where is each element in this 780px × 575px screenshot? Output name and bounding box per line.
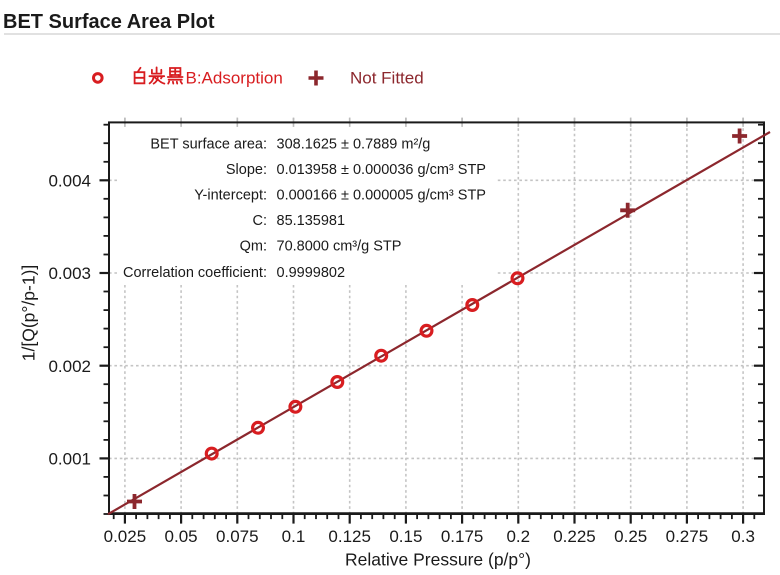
svg-text:70.8000 cm³/g STP: 70.8000 cm³/g STP <box>277 239 402 255</box>
svg-text:Slope:: Slope: <box>226 162 267 178</box>
svg-text:308.1625 ± 0.7889 m²/g: 308.1625 ± 0.7889 m²/g <box>277 137 431 153</box>
svg-text:0.05: 0.05 <box>165 527 198 546</box>
svg-text:Qm:: Qm: <box>240 239 267 255</box>
svg-text:C:: C: <box>253 213 268 229</box>
svg-text:0.000166 ± 0.000005 g/cm³ STP: 0.000166 ± 0.000005 g/cm³ STP <box>277 188 486 204</box>
svg-text:Correlation coefficient:: Correlation coefficient: <box>123 265 267 281</box>
svg-text:0.275: 0.275 <box>666 527 709 546</box>
svg-text:0.9999802: 0.9999802 <box>277 265 346 281</box>
svg-text:0.225: 0.225 <box>553 527 596 546</box>
svg-text:0.025: 0.025 <box>104 527 147 546</box>
svg-text:0.1: 0.1 <box>282 527 306 546</box>
svg-text:0.004: 0.004 <box>48 171 91 190</box>
svg-text:0.25: 0.25 <box>614 527 647 546</box>
svg-text:0.2: 0.2 <box>506 527 530 546</box>
svg-text:0.002: 0.002 <box>48 357 91 376</box>
svg-text:0.3: 0.3 <box>731 527 755 546</box>
svg-text:0.175: 0.175 <box>441 527 484 546</box>
svg-text:0.001: 0.001 <box>48 450 91 469</box>
svg-text:0.003: 0.003 <box>48 264 91 283</box>
svg-text:0.075: 0.075 <box>216 527 259 546</box>
svg-text:B:Adsorption: B:Adsorption <box>186 69 283 88</box>
svg-text:0.125: 0.125 <box>328 527 371 546</box>
svg-text:Y-intercept:: Y-intercept: <box>194 188 267 204</box>
svg-text:0.013958 ± 0.000036 g/cm³ STP: 0.013958 ± 0.000036 g/cm³ STP <box>277 162 486 178</box>
svg-text:BET Surface Area Plot: BET Surface Area Plot <box>3 11 215 33</box>
svg-text:Not Fitted: Not Fitted <box>350 69 424 88</box>
svg-text:BET surface area:: BET surface area: <box>150 137 267 153</box>
svg-text:85.135981: 85.135981 <box>277 213 346 229</box>
svg-text:0.15: 0.15 <box>389 527 422 546</box>
svg-text:Relative Pressure (p/p°): Relative Pressure (p/p°) <box>345 550 531 570</box>
svg-text:1/[Q(p°/p-1)]: 1/[Q(p°/p-1)] <box>19 265 39 361</box>
